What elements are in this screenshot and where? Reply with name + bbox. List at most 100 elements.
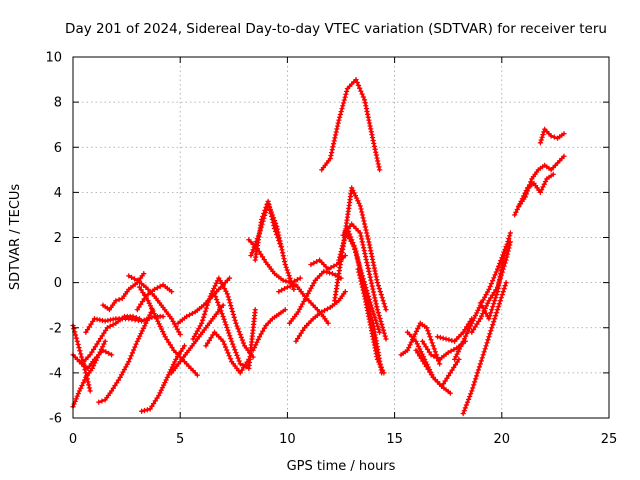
trail-marker [340, 240, 347, 246]
trail-marker [415, 326, 421, 332]
trail-marker [145, 315, 152, 321]
data-point [554, 135, 561, 141]
data-point [376, 329, 383, 335]
data-point [102, 397, 108, 403]
data-point [344, 85, 351, 92]
trail-marker [205, 299, 211, 305]
series-arc-12 [169, 302, 226, 376]
x-tick-label: 10 [279, 432, 296, 447]
trail-marker [382, 304, 388, 310]
trail-marker [72, 332, 79, 338]
trail-marker [358, 278, 364, 284]
trail-marker [189, 310, 195, 317]
trail-marker [321, 307, 328, 314]
trail-marker [330, 141, 337, 147]
trail-marker [110, 385, 116, 391]
data-point [252, 257, 258, 263]
trail-marker [205, 340, 211, 346]
data-point [220, 313, 226, 320]
trail-marker [340, 243, 346, 249]
trail-marker [540, 184, 546, 190]
trail-marker [77, 348, 83, 354]
trail-marker [136, 304, 142, 310]
trail-marker [370, 286, 376, 292]
data-point [203, 325, 209, 331]
data-point [310, 316, 316, 322]
data-point [282, 261, 288, 268]
trail-marker [349, 241, 356, 247]
trail-marker [279, 287, 285, 293]
trail-marker [490, 278, 496, 284]
series-arc-22 [286, 268, 344, 326]
trail-marker [311, 280, 317, 286]
trail-marker [166, 339, 172, 345]
trail-marker [324, 269, 330, 275]
data-point [271, 225, 278, 232]
data-point [336, 117, 342, 123]
data-point [430, 343, 436, 349]
data-point [106, 307, 113, 313]
trail-marker [339, 245, 345, 252]
trail-marker [371, 143, 378, 149]
trail-marker [229, 308, 236, 315]
data-point [194, 372, 200, 378]
trail-marker [149, 403, 155, 409]
data-point [134, 307, 140, 313]
trail-marker [378, 292, 384, 298]
trail-marker [373, 149, 379, 155]
trail-marker [492, 298, 498, 304]
trail-marker [276, 237, 282, 244]
series-trace [513, 173, 555, 217]
trail-marker [328, 150, 335, 156]
trail-marker [449, 337, 455, 344]
trail-marker [492, 316, 498, 322]
trail-marker [490, 304, 496, 310]
plot-frame [72, 56, 610, 419]
trail-marker [454, 359, 460, 365]
data-point [366, 268, 372, 274]
trail-marker [309, 283, 316, 289]
trail-marker [221, 341, 227, 347]
trail-marker [78, 385, 84, 391]
data-point [143, 293, 149, 299]
trail-marker [92, 344, 98, 350]
trail-marker [379, 324, 386, 330]
data-point [282, 307, 288, 313]
data-point [126, 286, 132, 292]
trail-marker [471, 382, 477, 388]
data-point [271, 271, 278, 277]
trail-marker [366, 120, 373, 126]
series-arc-25 [319, 76, 383, 173]
data-point [145, 298, 151, 304]
tick-layer: 0 5 10 15 20 25 -6 -4 -2 0 2 4 6 8 10 [45, 51, 617, 448]
trail-marker [482, 308, 488, 314]
trail-marker [214, 296, 220, 303]
data-point [117, 374, 123, 380]
trail-marker [236, 329, 242, 335]
data-point [486, 286, 492, 292]
data-point [366, 239, 372, 245]
data-point [295, 309, 301, 315]
trail-marker [239, 367, 245, 373]
trail-marker [73, 396, 79, 402]
trail-marker [497, 298, 503, 304]
data-point [286, 320, 293, 326]
trail-marker [501, 286, 507, 292]
trail-marker [360, 215, 366, 221]
trail-marker [352, 249, 359, 255]
data-point [374, 356, 381, 362]
data-point [78, 354, 85, 360]
trail-marker [372, 298, 379, 304]
data-point [162, 334, 168, 340]
trail-marker [280, 253, 286, 259]
trail-marker [266, 201, 272, 208]
trail-marker [251, 244, 257, 250]
trail-marker [355, 82, 362, 88]
data-point [216, 275, 222, 281]
data-point [486, 298, 492, 304]
trail-marker [230, 341, 236, 347]
trail-marker [372, 146, 378, 152]
trail-marker [238, 334, 244, 340]
data-point [494, 307, 501, 313]
data-point [237, 361, 243, 367]
